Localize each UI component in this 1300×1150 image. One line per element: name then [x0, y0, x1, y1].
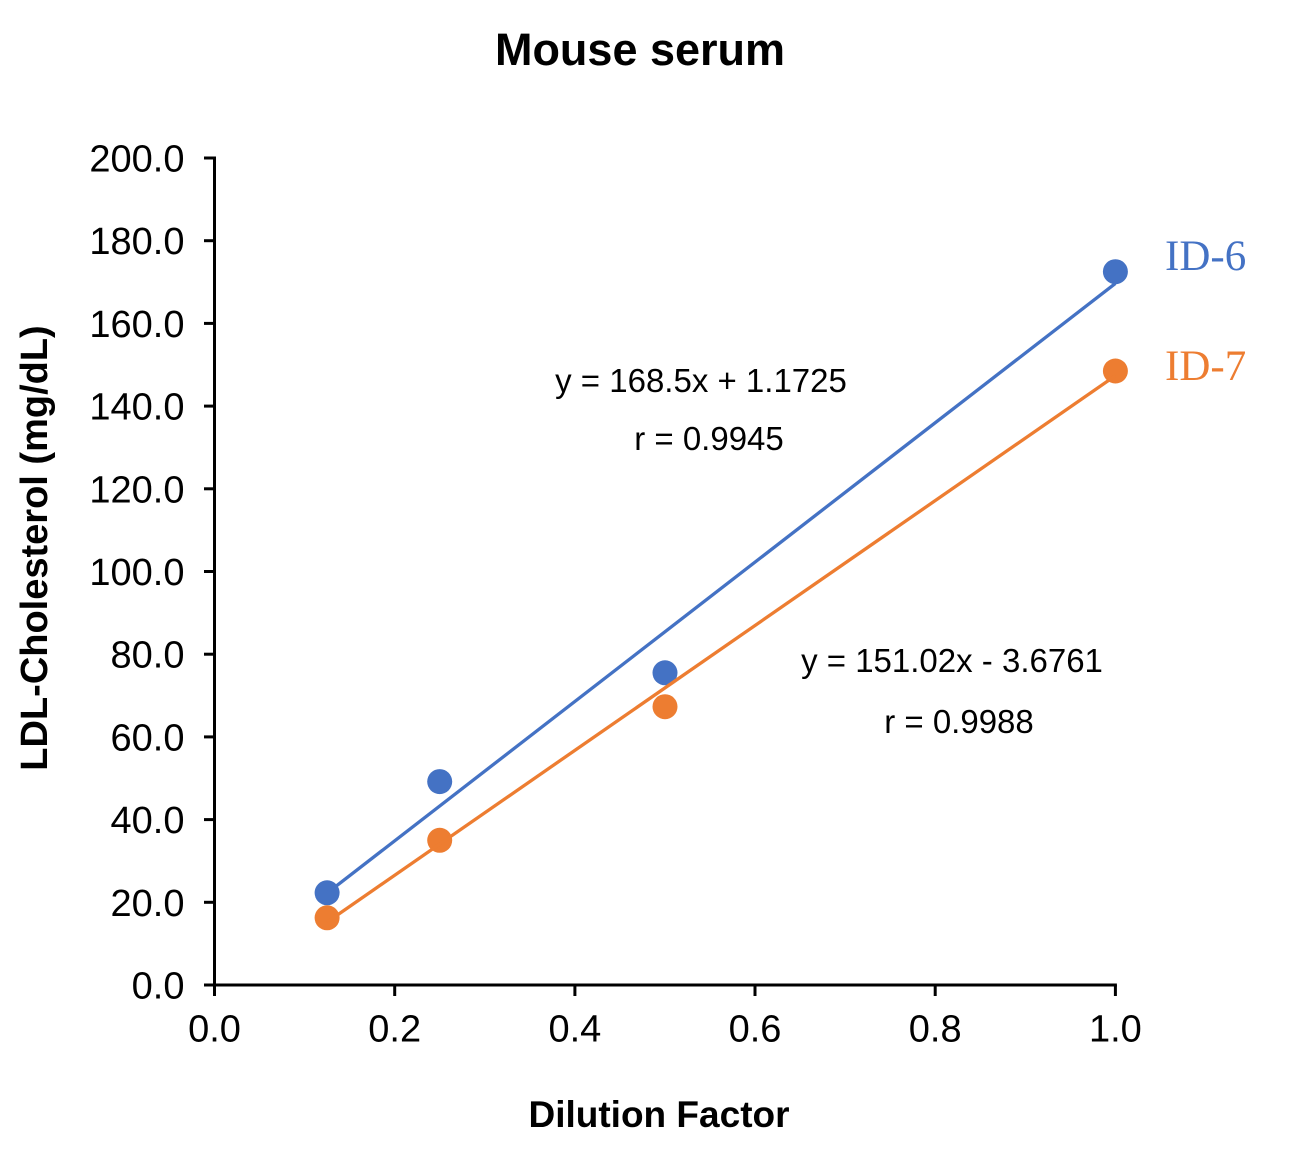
svg-text:40.0: 40.0	[111, 800, 185, 842]
svg-text:20.0: 20.0	[111, 883, 185, 925]
svg-text:0.2: 0.2	[368, 1009, 421, 1051]
svg-text:0.8: 0.8	[909, 1009, 962, 1051]
svg-text:y = 151.02x - 3.6761: y = 151.02x - 3.6761	[801, 642, 1103, 679]
svg-text:0.4: 0.4	[548, 1009, 601, 1051]
svg-text:0.0: 0.0	[132, 966, 185, 1008]
svg-text:160.0: 160.0	[89, 304, 184, 346]
svg-text:0.6: 0.6	[729, 1009, 782, 1051]
svg-text:100.0: 100.0	[89, 552, 184, 594]
svg-text:Mouse serum: Mouse serum	[495, 24, 785, 75]
svg-text:LDL-Cholesterol (mg/dL): LDL-Cholesterol (mg/dL)	[14, 325, 56, 770]
svg-text:60.0: 60.0	[111, 717, 185, 759]
svg-text:ID-7: ID-7	[1165, 343, 1246, 390]
svg-text:ID-6: ID-6	[1165, 233, 1246, 280]
svg-text:80.0: 80.0	[111, 635, 185, 677]
svg-text:r = 0.9945: r = 0.9945	[634, 420, 784, 457]
svg-text:200.0: 200.0	[89, 139, 184, 181]
svg-text:y = 168.5x + 1.1725: y = 168.5x + 1.1725	[555, 362, 847, 399]
svg-text:0.0: 0.0	[188, 1009, 241, 1051]
svg-text:120.0: 120.0	[89, 469, 184, 511]
svg-text:1.0: 1.0	[1089, 1009, 1142, 1051]
svg-text:140.0: 140.0	[89, 387, 184, 429]
svg-text:r = 0.9988: r = 0.9988	[884, 703, 1034, 740]
svg-text:Dilution Factor: Dilution Factor	[528, 1094, 789, 1135]
svg-text:180.0: 180.0	[89, 221, 184, 263]
